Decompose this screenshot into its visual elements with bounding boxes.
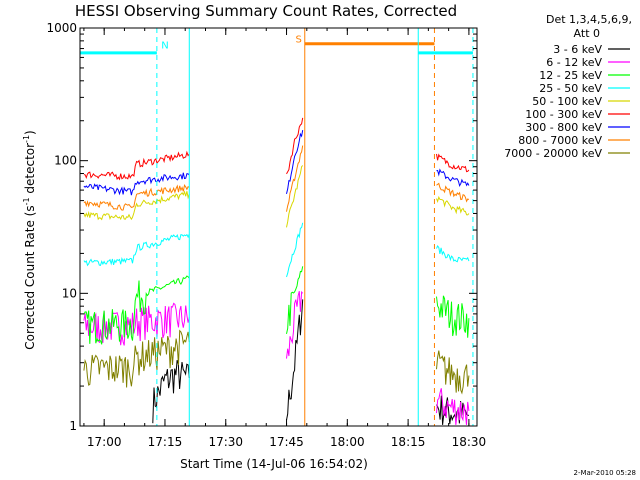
series-line (152, 360, 190, 424)
series-25-50-kev (83, 222, 470, 278)
series-line (436, 195, 470, 216)
series-line (436, 295, 470, 338)
chart-title: HESSI Observing Summary Count Rates, Cor… (75, 2, 457, 20)
series-3-6-kev (152, 299, 470, 425)
legend-label: 25 - 50 keV (539, 82, 602, 95)
x-tick-label: 18:30 (452, 435, 487, 449)
series-line (436, 350, 470, 395)
series-line (436, 182, 470, 203)
series-300-800-kev (83, 130, 470, 196)
y-tick-label: 1 (69, 419, 77, 433)
legend-label: 100 - 300 keV (525, 108, 602, 121)
series-12-25-kev (83, 266, 470, 345)
series-7000-20000-kev (83, 329, 470, 395)
x-tick-label: 17:00 (87, 435, 122, 449)
series-line (286, 117, 304, 175)
series-line (83, 233, 190, 267)
event-marker-label: N (161, 41, 168, 52)
series-line (436, 245, 470, 263)
plot-area: NS (80, 28, 474, 426)
legend-label: 7000 - 20000 keV (504, 147, 602, 160)
series-line (286, 266, 304, 335)
series-100-300-kev (83, 117, 470, 181)
series-line (286, 222, 304, 278)
legend-label: 12 - 25 keV (539, 69, 602, 82)
x-tick-label: 18:15 (391, 435, 426, 449)
series-50-100-kev (83, 165, 470, 228)
plot-date-stamp: 2-Mar-2010 05:28 (574, 469, 636, 477)
x-tick-label: 17:30 (208, 435, 243, 449)
series-line (286, 145, 304, 212)
series-line (83, 275, 190, 345)
series-line (286, 290, 304, 359)
x-tick-label: 17:45 (269, 435, 304, 449)
legend-label: 3 - 6 keV (553, 43, 602, 56)
series-line (286, 165, 304, 228)
series-800-7000-kev (83, 145, 470, 212)
x-axis-label: Start Time (14-Jul-06 16:54:02) (180, 457, 368, 471)
series-line (83, 150, 190, 181)
series-line (436, 168, 470, 188)
legend-header-line-1: Det 1,3,4,5,6,9, (546, 13, 632, 26)
plot-frame (79, 27, 478, 427)
legend-label: 300 - 800 keV (525, 121, 602, 134)
y-tick-label: 1000 (46, 21, 77, 35)
series-line (436, 388, 470, 425)
series-line (83, 183, 190, 211)
event-marker-label: S (296, 34, 302, 45)
series-line (83, 190, 190, 221)
series-line (436, 153, 470, 173)
legend-label: 6 - 12 keV (546, 56, 602, 69)
x-tick-label: 17:15 (148, 435, 183, 449)
y-axis-label: Corrected Count Rate (s-1 detector-1) (22, 130, 37, 349)
y-tick-label: 100 (54, 154, 77, 168)
series-6-12-kev (83, 290, 470, 425)
series-line (286, 299, 304, 421)
series-line (83, 172, 190, 196)
legend-label: 800 - 7000 keV (518, 134, 602, 147)
legend-label: 50 - 100 keV (532, 95, 602, 108)
legend-header-line-2: Att 0 (574, 27, 600, 40)
x-tick-label: 18:00 (330, 435, 365, 449)
series-line (286, 130, 304, 195)
y-tick-label: 10 (62, 286, 77, 300)
series-line (83, 302, 190, 346)
series-line (83, 329, 190, 388)
